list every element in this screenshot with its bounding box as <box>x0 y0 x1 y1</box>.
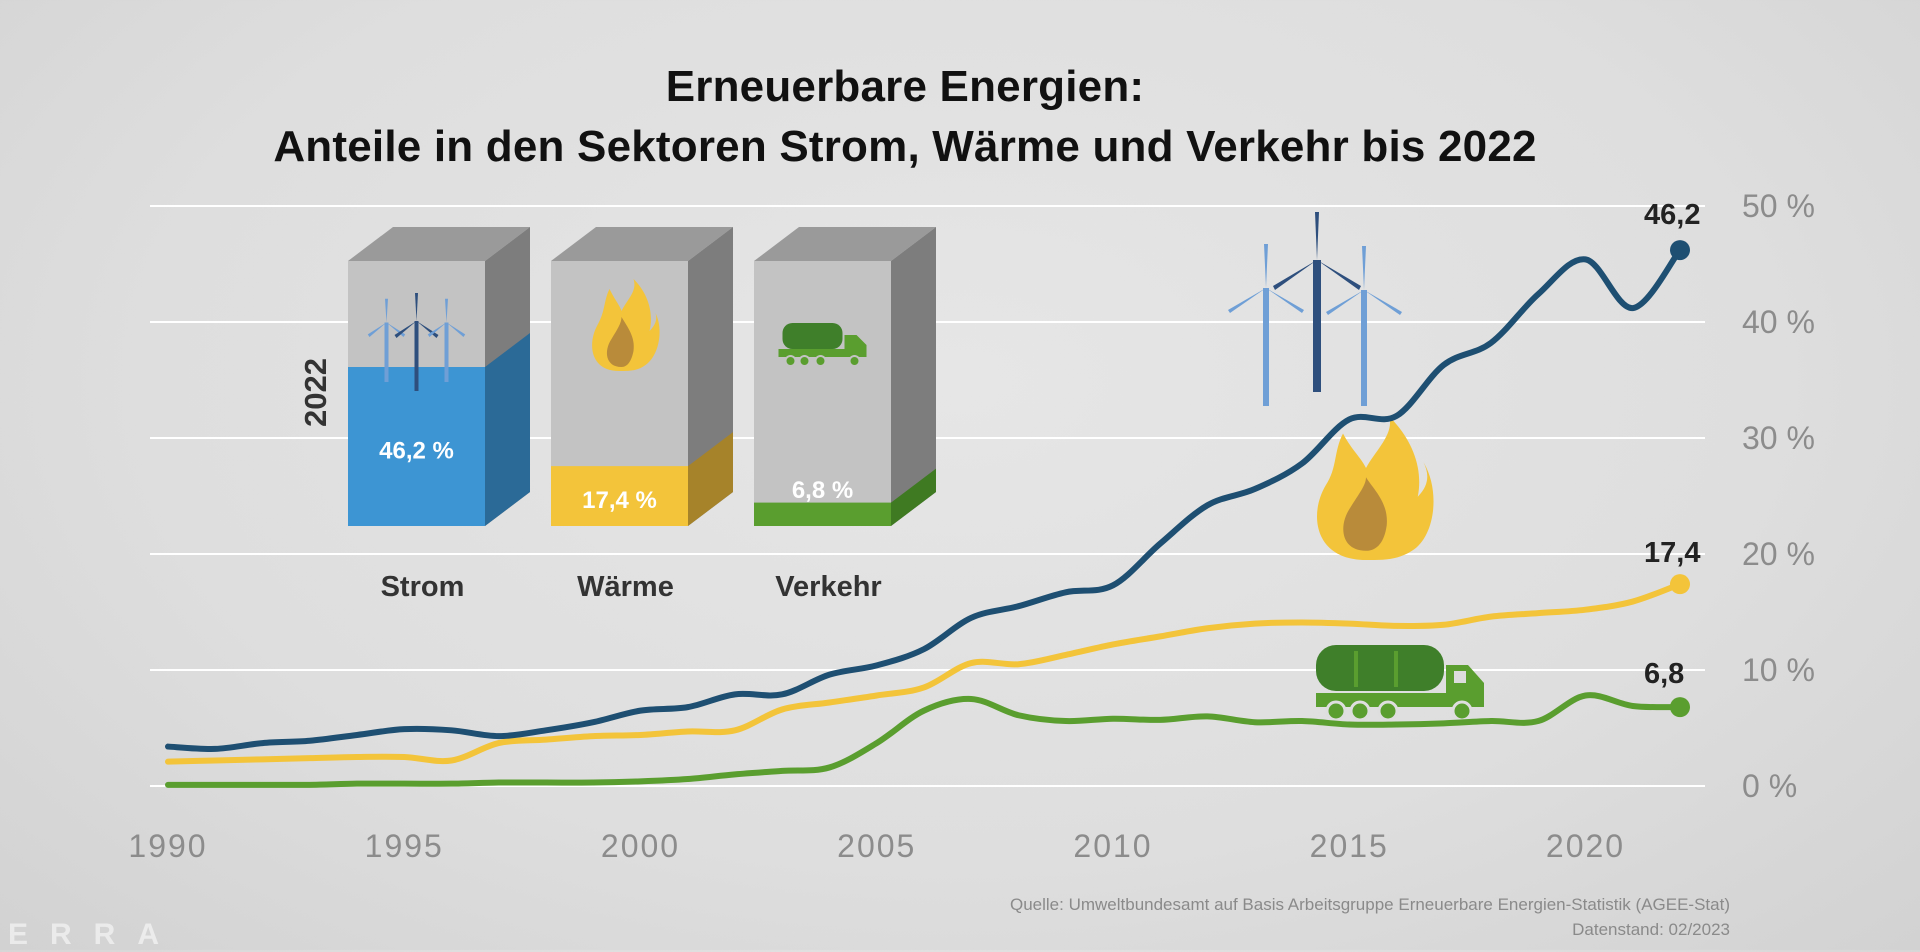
bar-fill <box>348 367 485 526</box>
source-note: Quelle: Umweltbundesamt auf Basis Arbeit… <box>1009 895 1730 914</box>
endpoint-marker-waerme <box>1670 574 1690 595</box>
flame-icon <box>592 279 660 371</box>
x-tick-label: 2010 <box>1073 828 1152 864</box>
y-tick-label: 40 % <box>1742 304 1815 340</box>
bar-category-label: Verkehr <box>775 571 881 603</box>
y-tick-label: 0 % <box>1742 768 1797 804</box>
bar-fill-side <box>688 432 733 526</box>
end-label-strom: 46,2 <box>1644 199 1700 231</box>
series-line-strom <box>165 247 1683 752</box>
end-label-waerme: 17,4 <box>1644 537 1700 569</box>
y-tick-label: 20 % <box>1742 536 1815 572</box>
chart-title-line1: Erneuerbare Energien: <box>665 62 1145 111</box>
x-tick-label: 2015 <box>1310 828 1389 864</box>
x-axis-ticks: 1990 1995 2000 2005 2010 2015 2020 <box>128 828 1625 864</box>
inset-bar-waerme: 17,4 % Wärme <box>551 227 733 603</box>
bar-top <box>754 227 936 261</box>
inset-bar-verkehr: 6,8 % Verkehr <box>754 227 936 603</box>
chart-title-line2: Anteile in den Sektoren Strom, Wärme und… <box>273 122 1537 171</box>
x-tick-label: 1990 <box>128 828 207 864</box>
flame-icon <box>1317 416 1434 560</box>
series-line-waerme <box>165 581 1683 765</box>
wind-turbines-icon <box>1228 212 1402 406</box>
bar-top <box>348 227 530 261</box>
endpoint-marker-strom <box>1670 240 1690 261</box>
series-lines <box>165 247 1683 788</box>
x-tick-label: 2020 <box>1546 828 1625 864</box>
bar-fill <box>551 466 688 526</box>
bar-value-label: 17,4 % <box>582 487 657 514</box>
series-endpoints: 6,8 17,4 46,2 <box>1644 199 1700 718</box>
bar-value-label: 46,2 % <box>379 438 454 465</box>
endpoint-marker-verkehr <box>1670 697 1690 718</box>
bar-category-label: Wärme <box>577 571 674 603</box>
tanker-truck-icon <box>1316 645 1484 722</box>
data-status-note: Datenstand: 02/2023 <box>1572 920 1730 939</box>
bar-fill-side <box>485 333 530 526</box>
end-label-verkehr: 6,8 <box>1644 658 1684 690</box>
bar-front <box>754 261 891 526</box>
bar-top <box>551 227 733 261</box>
watermark-logo: ERRA <box>8 918 182 951</box>
inset-year-label: 2022 <box>298 358 333 427</box>
wind-turbine-icon <box>367 293 466 391</box>
y-tick-label: 50 % <box>1742 188 1815 224</box>
y-tick-label: 10 % <box>1742 652 1815 688</box>
tanker-truck-icon <box>778 323 867 367</box>
inset-bar-strom: 46,2 % Strom <box>348 227 530 603</box>
bar-category-label: Strom <box>381 571 465 603</box>
x-tick-label: 2000 <box>601 828 680 864</box>
bar-side <box>891 227 936 526</box>
y-tick-label: 30 % <box>1742 420 1815 456</box>
bar-fill-side <box>891 468 936 526</box>
bar-value-label: 6,8 % <box>792 477 853 504</box>
y-axis-ticks: 0 % 10 % 20 % 30 % 40 % 50 % <box>1742 188 1815 804</box>
series-line-verkehr <box>165 692 1683 788</box>
x-tick-label: 2005 <box>837 828 916 864</box>
x-tick-label: 1995 <box>365 828 444 864</box>
inset-2022: 2022 46,2 % Strom 17,4 % Wärme 6,8 % Verkehr <box>298 227 936 603</box>
bar-fill <box>754 502 891 526</box>
